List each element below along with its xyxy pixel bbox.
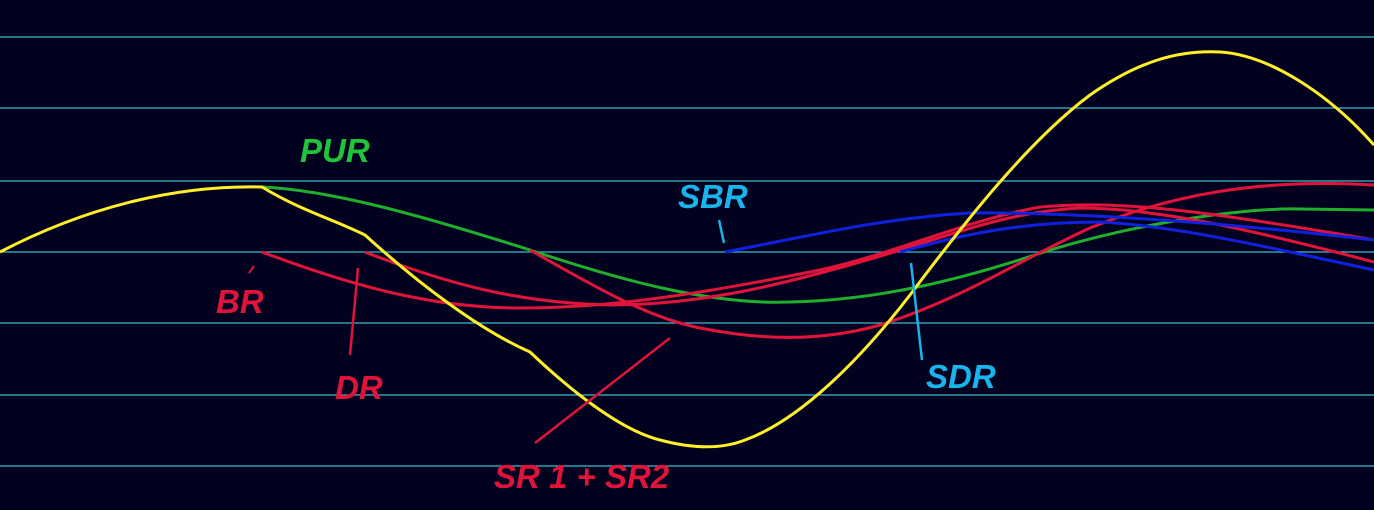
yellow-curve (0, 50, 1374, 449)
sr-curve (529, 181, 1374, 339)
br-pointer (248, 265, 255, 274)
sbr-curve (724, 211, 1374, 254)
sr-pointer (534, 337, 671, 444)
pur-label: PUR (300, 132, 370, 169)
dr-label: DR (335, 369, 383, 406)
br-curve (261, 203, 1374, 310)
br-label: BR (216, 283, 264, 320)
sdr-label: SDR (926, 358, 996, 395)
sbr-pointer (717, 219, 726, 244)
grid-lines (0, 36, 1374, 467)
dr-pointer (348, 267, 360, 356)
dr-curve (364, 206, 1374, 307)
sdr-pointer (909, 262, 924, 361)
sbr-label: SBR (678, 178, 748, 215)
sdr-curve (899, 220, 1374, 272)
sr-label: SR 1 + SR2 (494, 458, 670, 495)
